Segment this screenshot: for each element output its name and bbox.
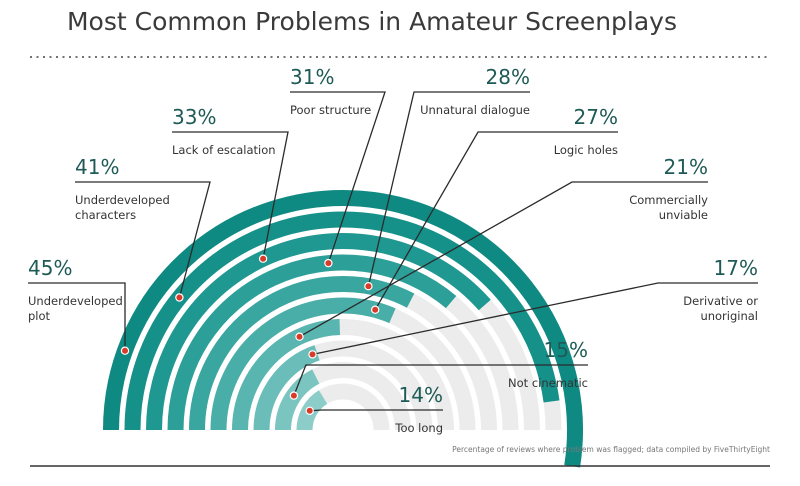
category-label-7-1: unoriginal — [700, 309, 758, 323]
category-label-5-0: Logic holes — [554, 143, 618, 157]
leader-2 — [172, 131, 289, 259]
marker-2 — [258, 254, 268, 263]
category-label-1-0: Underdeveloped — [75, 193, 170, 207]
marker-1 — [175, 293, 184, 302]
category-label-3-0: Poor structure — [290, 103, 371, 117]
marker-7 — [308, 350, 317, 359]
leader-4 — [367, 91, 530, 287]
category-label-6-1: unviable — [659, 208, 708, 222]
leader-3 — [290, 91, 386, 264]
bar-1 — [124, 211, 560, 431]
marker-6 — [295, 332, 304, 341]
leader-1 — [75, 181, 211, 298]
category-label-4-0: Unnatural dialogue — [420, 103, 530, 117]
marker-dots — [120, 254, 380, 415]
category-label-0-0: Underdeveloped — [28, 294, 123, 308]
bar-7 — [253, 345, 320, 431]
marker-4 — [364, 282, 373, 291]
leader-0 — [28, 282, 126, 351]
leader-8 — [293, 364, 588, 396]
leader-5 — [374, 131, 618, 311]
bar-group — [103, 189, 583, 468]
pct-label-2: 33% — [172, 105, 216, 129]
marker-8 — [289, 391, 299, 400]
pct-label-9: 14% — [399, 383, 443, 407]
category-label-0-1: plot — [28, 309, 51, 323]
marker-3 — [324, 258, 333, 268]
pct-label-5: 27% — [574, 105, 618, 129]
category-label-7-0: Derivative or — [683, 294, 758, 308]
leader-7 — [312, 282, 758, 356]
pct-label-4: 28% — [486, 65, 530, 89]
pct-label-0: 45% — [28, 256, 72, 280]
pct-label-1: 41% — [75, 155, 119, 179]
pct-label-7: 17% — [714, 256, 758, 280]
category-label-8-0: Not cinematic — [508, 376, 588, 390]
chart-title: Most Common Problems in Amateur Screenpl… — [67, 7, 677, 36]
bar-0 — [103, 189, 583, 468]
bar-3 — [167, 254, 457, 431]
pct-label-8: 15% — [544, 338, 588, 362]
category-label-1-1: characters — [75, 208, 136, 222]
category-label-2-0: Lack of escalation — [172, 143, 276, 157]
pct-label-6: 21% — [664, 155, 708, 179]
bar-2 — [146, 233, 491, 431]
footnote: Percentage of reviews where problem was … — [452, 445, 770, 454]
pct-label-3: 31% — [290, 65, 334, 89]
bar-6 — [232, 319, 341, 431]
category-label-6-0: Commercially — [629, 193, 708, 207]
marker-5 — [371, 305, 380, 314]
leader-lines — [28, 91, 758, 412]
leader-6 — [299, 181, 708, 338]
category-label-9-0: Too long — [394, 421, 443, 435]
bar-5 — [210, 297, 396, 431]
marker-9 — [305, 406, 314, 415]
marker-0 — [120, 346, 130, 355]
label-group: 45%Underdevelopedplot41%Underdevelopedch… — [28, 65, 758, 435]
